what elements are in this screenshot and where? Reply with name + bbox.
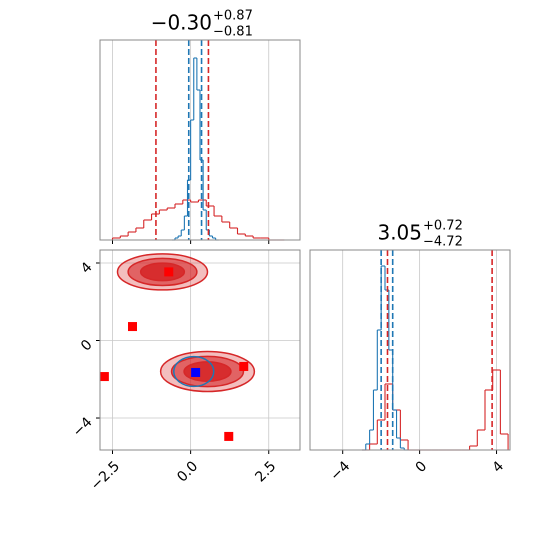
title-sup: +0.87 (213, 9, 253, 24)
y-tick-label: 0 (78, 337, 96, 355)
x-tick-label: 0.0 (174, 458, 201, 485)
axes-frame (309, 249, 511, 451)
x-tick-label: 4 (490, 458, 508, 476)
title-sup: +0.72 (423, 219, 463, 234)
point (239, 361, 249, 371)
y-tick-label: 4 (78, 259, 96, 277)
title-sub: −0.81 (213, 25, 253, 40)
x-tick-label: −4 (327, 458, 353, 484)
point (164, 267, 174, 277)
density-contour (139, 262, 186, 282)
plot-area (100, 250, 300, 450)
panel-title: 3.05 (377, 221, 422, 245)
x-tick-label: 2.5 (252, 458, 279, 485)
x-tick-label: −2.5 (88, 458, 123, 493)
axes-frame (99, 39, 301, 241)
axes-frame (99, 249, 301, 451)
title-sub: −4.72 (423, 235, 463, 250)
point (191, 367, 201, 377)
y-tick-label: −4 (70, 414, 96, 440)
point (224, 431, 234, 441)
plot-area (310, 250, 510, 450)
x-tick-label: 0 (413, 458, 431, 476)
point (128, 322, 137, 332)
panel-title: −0.30 (151, 11, 212, 35)
density-contour (173, 355, 215, 388)
point (99, 372, 109, 382)
